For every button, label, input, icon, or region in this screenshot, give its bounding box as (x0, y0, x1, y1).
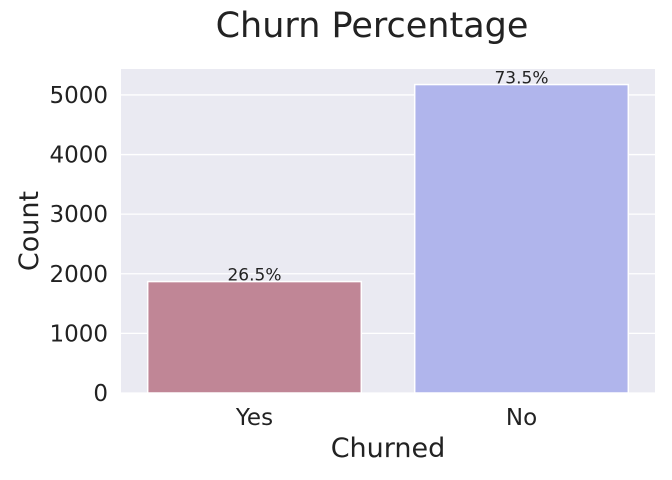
y-tick-label: 3000 (49, 202, 108, 228)
data-label-no: 73.5% (494, 69, 548, 89)
chart-title: Churn Percentage (216, 6, 529, 46)
x-axis-label: Churned (331, 433, 446, 464)
data-label-yes: 26.5% (227, 266, 281, 286)
x-tick-label-yes: Yes (235, 405, 273, 431)
y-axis-label: Count (14, 191, 45, 271)
y-tick-label: 0 (93, 381, 108, 407)
y-axis-ticks: 0 1000 2000 3000 4000 5000 (49, 83, 108, 407)
bars (146, 83, 630, 394)
bar-no (413, 83, 630, 394)
x-axis-ticks: Yes No (235, 405, 537, 431)
y-tick-label: 1000 (49, 321, 108, 347)
x-tick-label-no: No (506, 405, 537, 431)
bar-data-labels: 26.5% 73.5% (227, 69, 548, 286)
y-tick-label: 4000 (49, 143, 108, 169)
y-tick-label: 2000 (49, 262, 108, 288)
bar-yes (146, 280, 363, 394)
y-tick-label: 5000 (49, 83, 108, 109)
